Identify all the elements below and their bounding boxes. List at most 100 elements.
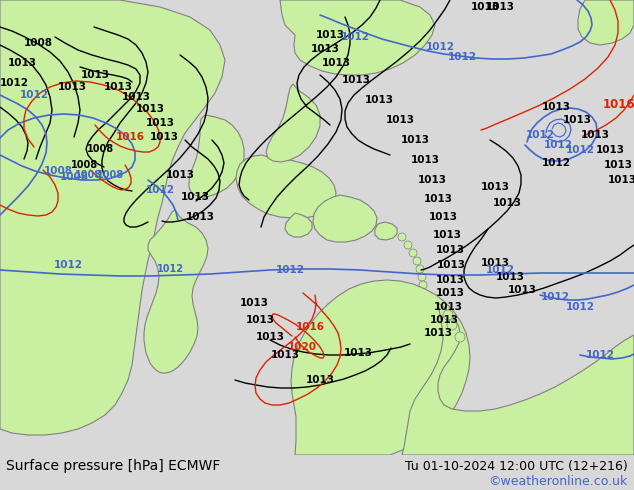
- Text: 1013: 1013: [103, 82, 133, 92]
- Text: 1012: 1012: [276, 265, 304, 275]
- Text: 1013: 1013: [595, 145, 624, 155]
- Text: 1013: 1013: [541, 102, 571, 112]
- Circle shape: [413, 257, 421, 265]
- Text: Tu 01-10-2024 12:00 UTC (12+216): Tu 01-10-2024 12:00 UTC (12+216): [405, 460, 628, 472]
- Text: 1012: 1012: [566, 302, 595, 312]
- Text: 1013: 1013: [486, 2, 515, 12]
- Text: 1016: 1016: [295, 322, 325, 332]
- Text: 1008: 1008: [44, 166, 72, 176]
- Text: 1012: 1012: [541, 292, 569, 302]
- Text: 1008: 1008: [23, 38, 53, 48]
- Text: 1013: 1013: [507, 285, 536, 295]
- Text: 1013: 1013: [165, 170, 195, 180]
- Polygon shape: [402, 303, 634, 455]
- Text: 1013: 1013: [342, 75, 370, 85]
- Polygon shape: [0, 0, 225, 435]
- Text: 1013: 1013: [306, 375, 335, 385]
- Text: 1013: 1013: [604, 160, 633, 170]
- Text: 1008: 1008: [96, 170, 124, 180]
- Text: 1012: 1012: [566, 145, 595, 155]
- Text: 1013: 1013: [385, 115, 415, 125]
- Text: 1013: 1013: [481, 258, 510, 268]
- Circle shape: [443, 310, 453, 320]
- Text: 1013: 1013: [240, 298, 269, 308]
- Text: 1013: 1013: [493, 198, 522, 208]
- Text: 1008: 1008: [60, 172, 89, 182]
- Text: 1012: 1012: [541, 158, 571, 168]
- Text: 1013: 1013: [432, 230, 462, 240]
- Text: 1013: 1013: [424, 194, 453, 204]
- Text: 1013: 1013: [410, 155, 439, 165]
- Polygon shape: [291, 280, 470, 455]
- Text: Surface pressure [hPa] ECMWF: Surface pressure [hPa] ECMWF: [6, 459, 221, 473]
- Text: 1013: 1013: [316, 30, 344, 40]
- Text: 1013: 1013: [470, 2, 500, 12]
- Text: 1013: 1013: [58, 82, 86, 92]
- Text: 1016: 1016: [603, 98, 634, 112]
- Text: 1013: 1013: [365, 95, 394, 105]
- Text: 1013: 1013: [181, 192, 209, 202]
- Text: 1013: 1013: [271, 350, 299, 360]
- Text: 1013: 1013: [122, 92, 150, 102]
- Polygon shape: [144, 210, 208, 373]
- Text: 1013: 1013: [424, 328, 453, 338]
- Text: 1013: 1013: [436, 260, 465, 270]
- Polygon shape: [313, 195, 377, 242]
- Circle shape: [416, 265, 424, 273]
- Text: 1012: 1012: [425, 42, 455, 52]
- Text: 1020: 1020: [287, 342, 316, 352]
- Text: 1008: 1008: [72, 160, 98, 170]
- Circle shape: [455, 332, 465, 342]
- Text: 1013: 1013: [581, 130, 609, 140]
- Text: 1016: 1016: [115, 132, 145, 142]
- Circle shape: [409, 249, 417, 257]
- Text: 1013: 1013: [150, 132, 179, 142]
- Text: 1012: 1012: [20, 90, 48, 100]
- Text: 1008: 1008: [86, 144, 113, 154]
- Text: 1013: 1013: [256, 332, 285, 342]
- Text: 1013: 1013: [145, 118, 174, 128]
- Polygon shape: [189, 115, 244, 197]
- Text: 1012: 1012: [340, 32, 370, 42]
- Text: 1013: 1013: [418, 175, 446, 185]
- Text: 1013: 1013: [401, 135, 429, 145]
- Text: 1012: 1012: [0, 78, 29, 88]
- Text: 1013: 1013: [436, 275, 465, 285]
- Text: 1013: 1013: [8, 58, 37, 68]
- Text: 1013: 1013: [481, 182, 510, 192]
- Text: 1012: 1012: [586, 350, 614, 360]
- Text: 1012: 1012: [486, 265, 515, 275]
- Text: 1013: 1013: [496, 272, 524, 282]
- Text: 1013: 1013: [429, 315, 458, 325]
- Text: 1008: 1008: [74, 170, 101, 180]
- Text: 1013: 1013: [245, 315, 275, 325]
- Text: 1013: 1013: [434, 302, 462, 312]
- Text: 1012: 1012: [448, 52, 477, 62]
- Text: 1013: 1013: [186, 212, 214, 222]
- Text: 1013: 1013: [429, 212, 458, 222]
- Circle shape: [404, 241, 412, 249]
- Text: 1013: 1013: [344, 348, 373, 358]
- Text: 1013: 1013: [436, 288, 465, 298]
- Text: 1013: 1013: [321, 58, 351, 68]
- Text: ©weatheronline.co.uk: ©weatheronline.co.uk: [489, 474, 628, 488]
- Circle shape: [447, 320, 457, 330]
- Polygon shape: [285, 213, 312, 237]
- Text: 1012: 1012: [157, 264, 183, 274]
- Circle shape: [419, 281, 427, 289]
- Text: 1012: 1012: [145, 185, 174, 195]
- Text: 1012: 1012: [526, 130, 555, 140]
- Polygon shape: [0, 0, 30, 310]
- Polygon shape: [280, 0, 435, 75]
- Text: 1013: 1013: [562, 115, 592, 125]
- Polygon shape: [236, 155, 336, 218]
- Text: 1012: 1012: [543, 140, 573, 150]
- Polygon shape: [266, 84, 320, 162]
- Text: 1012: 1012: [53, 260, 82, 270]
- Circle shape: [418, 273, 426, 281]
- Polygon shape: [375, 222, 397, 240]
- Text: 1013: 1013: [436, 245, 465, 255]
- Polygon shape: [578, 0, 634, 45]
- Text: 1013: 1013: [81, 70, 110, 80]
- Text: 1013: 1013: [136, 104, 164, 114]
